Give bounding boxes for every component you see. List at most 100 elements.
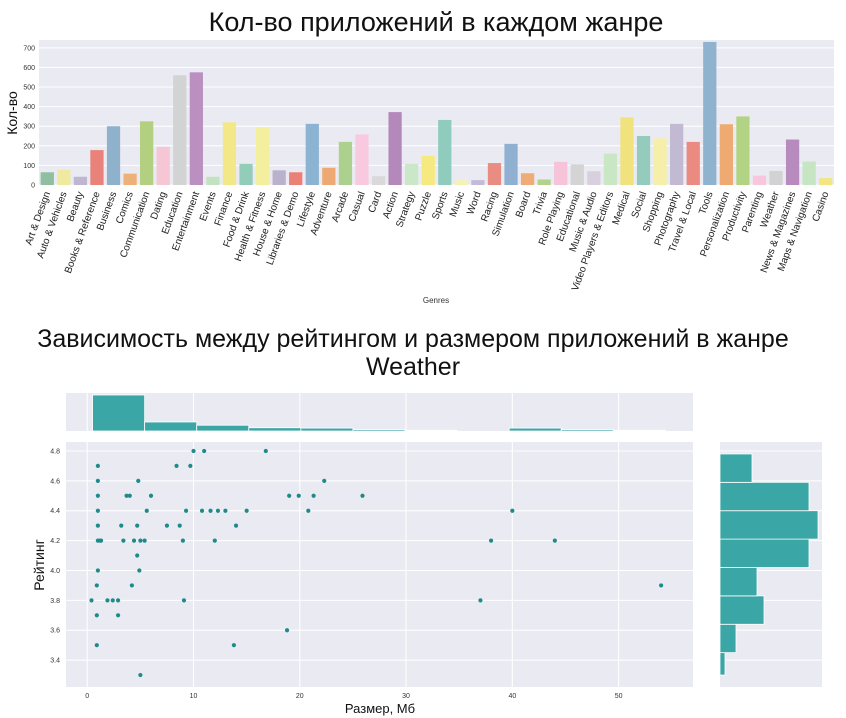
bar — [322, 167, 336, 185]
marginal-y-histogram-bar — [719, 567, 758, 597]
scatter-title-line-1: Зависимость между рейтингом и размером п… — [37, 325, 789, 353]
bar-chart-y-tick-label: 0 — [31, 183, 35, 190]
bar — [289, 172, 303, 185]
scatter-x-label: Размер, Мб — [345, 701, 415, 716]
bar — [554, 161, 568, 185]
bar-chart-y-tick-label: 400 — [23, 104, 35, 111]
bar — [173, 75, 187, 185]
bar — [587, 171, 601, 185]
bar — [421, 156, 435, 185]
scatter-gridlines — [66, 442, 693, 687]
scatter-point — [137, 568, 142, 573]
bar — [239, 163, 253, 185]
bar — [520, 173, 535, 185]
scatter-point — [208, 508, 213, 513]
marginal-x-histogram-bar — [508, 427, 562, 432]
marginal-y-histogram-bar — [719, 595, 765, 625]
marginal-x-histogram-bars — [92, 394, 666, 432]
scatter-x-ticks: 0 10 20 30 40 50 — [85, 693, 622, 700]
scatter-point — [136, 478, 141, 483]
scatter-point — [148, 493, 154, 498]
bar-chart-x-tick-label: Board — [514, 190, 533, 219]
bar — [156, 146, 170, 185]
scatter-y-tick-label: 4.4 — [50, 508, 60, 515]
bar — [222, 122, 237, 185]
scatter-point — [177, 523, 182, 528]
scatter-plot-area — [66, 442, 693, 687]
bar — [752, 175, 767, 185]
bar — [189, 72, 203, 185]
scatter-point — [488, 538, 494, 543]
bar — [736, 116, 750, 185]
scatter-point — [144, 508, 149, 513]
bar-chart-x-label: Genres — [423, 296, 449, 305]
scatter-point — [659, 583, 664, 588]
scatter-point — [181, 598, 187, 603]
marginal-x-histogram-bar — [248, 427, 302, 432]
bar — [123, 173, 137, 185]
bar — [537, 179, 551, 185]
scatter-point — [360, 493, 365, 498]
bar — [90, 150, 104, 185]
scatter-point — [138, 672, 143, 678]
bar — [106, 126, 121, 185]
marginal-x-histogram-bar — [300, 427, 354, 432]
bar — [570, 164, 584, 185]
scatter-point — [94, 643, 99, 648]
bar-chart-y-tick-label: 600 — [23, 65, 35, 72]
bar — [703, 41, 717, 186]
scatter-point — [263, 448, 268, 454]
bar — [802, 161, 816, 185]
bar-chart-y-tick-label: 700 — [23, 45, 35, 52]
bar — [785, 139, 800, 185]
scatter-point — [164, 523, 170, 528]
marginal-x-histogram-bar — [352, 429, 406, 432]
bar — [471, 180, 485, 185]
scatter-point — [95, 463, 100, 469]
scatter-y-ticks: 3.4 3.6 3.8 4.0 4.2 4.4 4.6 4.8 — [50, 448, 60, 664]
bar — [388, 112, 402, 185]
scatter-x-tick-label: 40 — [508, 693, 516, 700]
scatter-y-label: Рейтинг — [31, 539, 47, 590]
marginal-y-histogram-bar — [719, 623, 737, 654]
scatter-point — [287, 493, 292, 498]
bar — [620, 117, 634, 185]
scatter-point — [306, 508, 311, 513]
scatter-point — [233, 523, 239, 528]
marginal-y-histogram-bar — [719, 510, 819, 540]
scatter-y-tick-label: 4.0 — [50, 568, 60, 575]
scatter-point — [202, 448, 207, 454]
bar-chart-y-tick-label: 500 — [23, 85, 35, 92]
scatter-x-tick-label: 30 — [402, 693, 410, 700]
scatter-point — [95, 568, 100, 573]
scatter-y-tick-label: 3.8 — [50, 598, 60, 605]
scatter-y-tick-label: 4.6 — [50, 478, 60, 485]
bar-chart-x-tick-label: Music — [448, 190, 467, 218]
bar — [686, 141, 700, 185]
bar — [670, 123, 684, 185]
bar-chart-y-label: Кол-во — [4, 91, 20, 135]
scatter-point — [94, 583, 99, 588]
marginal-x-histogram-bar — [404, 429, 458, 432]
bar — [40, 172, 54, 185]
scatter-point — [138, 538, 143, 543]
scatter-point — [311, 493, 316, 498]
scatter-point — [223, 508, 228, 513]
bar — [636, 136, 651, 185]
marginal-x-histogram-bar — [560, 429, 614, 432]
bar-chart-y-tick-label: 200 — [23, 143, 35, 150]
bar — [438, 119, 452, 185]
bar — [719, 124, 733, 185]
scatter-point — [95, 523, 100, 528]
scatter-point — [127, 493, 132, 498]
scatter-point — [89, 598, 94, 603]
bar — [272, 170, 286, 185]
scatter-point — [296, 493, 301, 498]
scatter-point — [322, 478, 327, 483]
bar-chart-x-tick-label: Card — [367, 190, 385, 214]
scatter-point — [105, 598, 110, 603]
scatter-point — [129, 583, 134, 588]
scatter-point — [510, 508, 515, 513]
marginal-x-histogram-bar — [144, 421, 198, 432]
bar — [454, 180, 468, 185]
